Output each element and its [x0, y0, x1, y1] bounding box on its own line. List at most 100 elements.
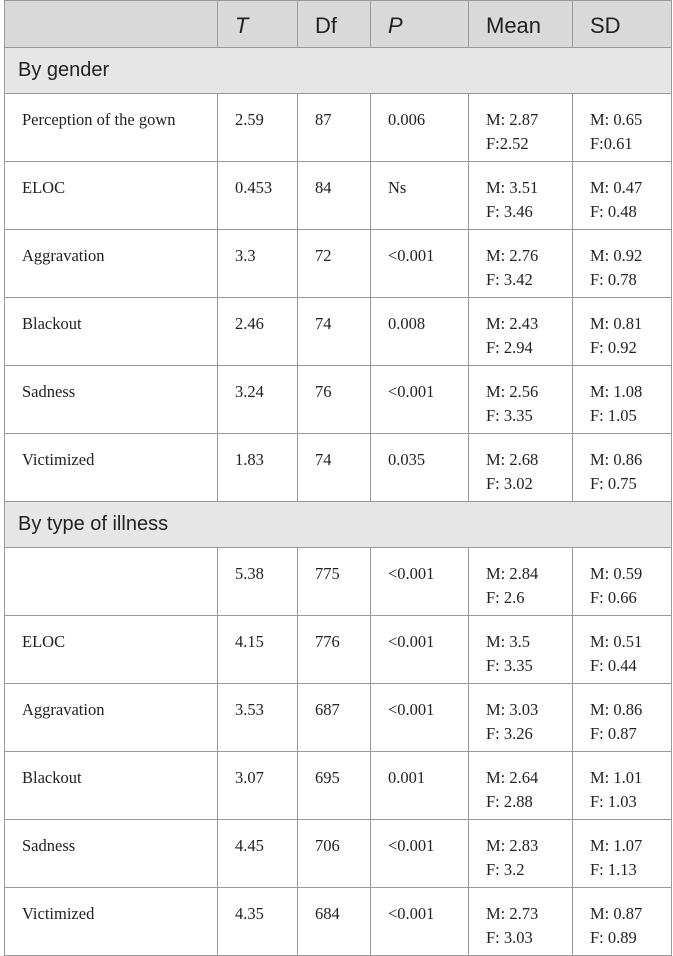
df-cell: 684: [297, 887, 371, 956]
sd-cell: M: 0.65 F:0.61: [572, 93, 672, 162]
mean-cell: M: 2.73 F: 3.03: [468, 887, 573, 956]
p-cell: <0.001: [370, 683, 469, 752]
t-cell: 3.3: [217, 229, 298, 298]
sd-cell: M: 0.92 F: 0.78: [572, 229, 672, 298]
mean-cell-male: M: 2.84: [486, 564, 539, 583]
mean-cell: M: 2.84 F: 2.6: [468, 547, 573, 616]
table-row: Blackout 3.07 695 0.001 M: 2.64 F: 2.88 M: 1.0…: [4, 751, 672, 820]
row-label-cell: Sadness: [4, 365, 218, 434]
sd-cell: M: 0.81 F: 0.92: [572, 297, 672, 366]
sd-cell-female: F: 1.05: [590, 406, 637, 425]
df-cell: 687: [297, 683, 371, 752]
sd-cell-male: M: 0.86: [590, 450, 643, 469]
mean-cell-female: F: 3.35: [486, 656, 533, 675]
sd-cell: M: 0.47 F: 0.48: [572, 161, 672, 230]
sd-cell-female: F: 0.89: [590, 928, 637, 947]
p-cell: <0.001: [370, 547, 469, 616]
row-label-cell: Sadness: [4, 819, 218, 888]
sd-cell-female: F: 0.48: [590, 202, 637, 221]
results-table: T Df P Mean SD By gender Perception of th…: [4, 0, 672, 956]
mean-cell: M: 3.03 F: 3.26: [468, 683, 573, 752]
mean-cell-male: M: 2.56: [486, 382, 539, 401]
df-cell: 775: [297, 547, 371, 616]
row-label-cell: Victimized: [4, 433, 218, 502]
table-row: Victimized 1.83 74 0.035 M: 2.68 F: 3.02 M: 0.…: [4, 433, 672, 502]
table-row: Sadness 4.45 706 <0.001 M: 2.83 F: 3.2 M: 1.07…: [4, 819, 672, 888]
mean-cell-female: F: 3.02: [486, 474, 533, 493]
section-title: By gender: [4, 47, 672, 94]
df-cell: 74: [297, 297, 371, 366]
mean-cell-female: F:2.52: [486, 134, 529, 153]
table-body: By gender Perception of the gown 2.59 87 0.0…: [4, 47, 672, 956]
sd-cell-male: M: 0.59: [590, 564, 643, 583]
sd-cell-female: F: 1.03: [590, 792, 637, 811]
header-mean: Mean: [468, 0, 573, 48]
table-row: ELOC 0.453 84 Ns M: 3.51 F: 3.46 M: 0.47 F: 0.4…: [4, 161, 672, 230]
sd-cell-male: M: 1.07: [590, 836, 643, 855]
p-cell: <0.001: [370, 887, 469, 956]
table-row: Sadness 3.24 76 <0.001 M: 2.56 F: 3.35 M: 1.08…: [4, 365, 672, 434]
sd-cell: M: 1.08 F: 1.05: [572, 365, 672, 434]
row-label-cell: Perception of the gown: [4, 93, 218, 162]
t-cell: 0.453: [217, 161, 298, 230]
table-row: Perception of the gown 2.59 87 0.006 M: 2.87…: [4, 93, 672, 162]
row-label-cell: [4, 547, 218, 616]
row-label-cell: Blackout: [4, 751, 218, 820]
row-label-cell: Aggravation: [4, 229, 218, 298]
mean-cell-male: M: 3.51: [486, 178, 539, 197]
mean-cell-female: F: 2.94: [486, 338, 533, 357]
sd-cell-male: M: 0.92: [590, 246, 643, 265]
table-row: Victimized 4.35 684 <0.001 M: 2.73 F: 3.03 M: …: [4, 887, 672, 956]
header-t: T: [217, 0, 298, 48]
df-cell: 74: [297, 433, 371, 502]
t-cell: 3.07: [217, 751, 298, 820]
t-cell: 1.83: [217, 433, 298, 502]
table-row: 5.38 775 <0.001 M: 2.84 F: 2.6 M: 0.59 F: 0.66: [4, 547, 672, 616]
header-df: Df: [297, 0, 371, 48]
mean-cell-male: M: 2.43: [486, 314, 539, 333]
sd-cell: M: 0.86 F: 0.75: [572, 433, 672, 502]
mean-cell: M: 2.64 F: 2.88: [468, 751, 573, 820]
mean-cell: M: 2.68 F: 3.02: [468, 433, 573, 502]
section-row: By type of illness: [4, 501, 672, 548]
header-p: P: [370, 0, 469, 48]
header-sd: SD: [572, 0, 672, 48]
header-label: [4, 0, 218, 48]
sd-cell-male: M: 0.86: [590, 700, 643, 719]
mean-cell-male: M: 2.73: [486, 904, 539, 923]
sd-cell-female: F: 0.87: [590, 724, 637, 743]
sd-cell-male: M: 1.01: [590, 768, 643, 787]
p-cell: 0.035: [370, 433, 469, 502]
sd-cell-male: M: 0.47: [590, 178, 643, 197]
t-cell: 4.45: [217, 819, 298, 888]
mean-cell-male: M: 3.03: [486, 700, 539, 719]
sd-cell-female: F: 0.75: [590, 474, 637, 493]
sd-cell-male: M: 0.87: [590, 904, 643, 923]
sd-cell-male: M: 0.65: [590, 110, 643, 129]
row-label-cell: ELOC: [4, 161, 218, 230]
sd-cell-female: F: 0.66: [590, 588, 637, 607]
sd-cell-female: F: 0.44: [590, 656, 637, 675]
sd-cell: M: 0.59 F: 0.66: [572, 547, 672, 616]
t-cell: 2.59: [217, 93, 298, 162]
p-cell: <0.001: [370, 615, 469, 684]
table-row: Aggravation 3.3 72 <0.001 M: 2.76 F: 3.42 M: 0…: [4, 229, 672, 298]
mean-cell-male: M: 2.76: [486, 246, 539, 265]
df-cell: 84: [297, 161, 371, 230]
sd-cell-female: F: 1.13: [590, 860, 637, 879]
sd-cell-female: F: 0.92: [590, 338, 637, 357]
sd-cell-male: M: 1.08: [590, 382, 643, 401]
mean-cell-female: F: 3.46: [486, 202, 533, 221]
mean-cell-female: F: 3.35: [486, 406, 533, 425]
mean-cell-male: M: 3.5: [486, 632, 531, 651]
t-cell: 2.46: [217, 297, 298, 366]
p-cell: <0.001: [370, 365, 469, 434]
mean-cell: M: 2.43 F: 2.94: [468, 297, 573, 366]
header-row: T Df P Mean SD: [4, 0, 672, 48]
mean-cell-male: M: 2.83: [486, 836, 539, 855]
t-cell: 5.38: [217, 547, 298, 616]
mean-cell-female: F: 3.2: [486, 860, 525, 879]
mean-cell-female: F: 2.6: [486, 588, 525, 607]
mean-cell: M: 2.56 F: 3.35: [468, 365, 573, 434]
p-cell: <0.001: [370, 819, 469, 888]
